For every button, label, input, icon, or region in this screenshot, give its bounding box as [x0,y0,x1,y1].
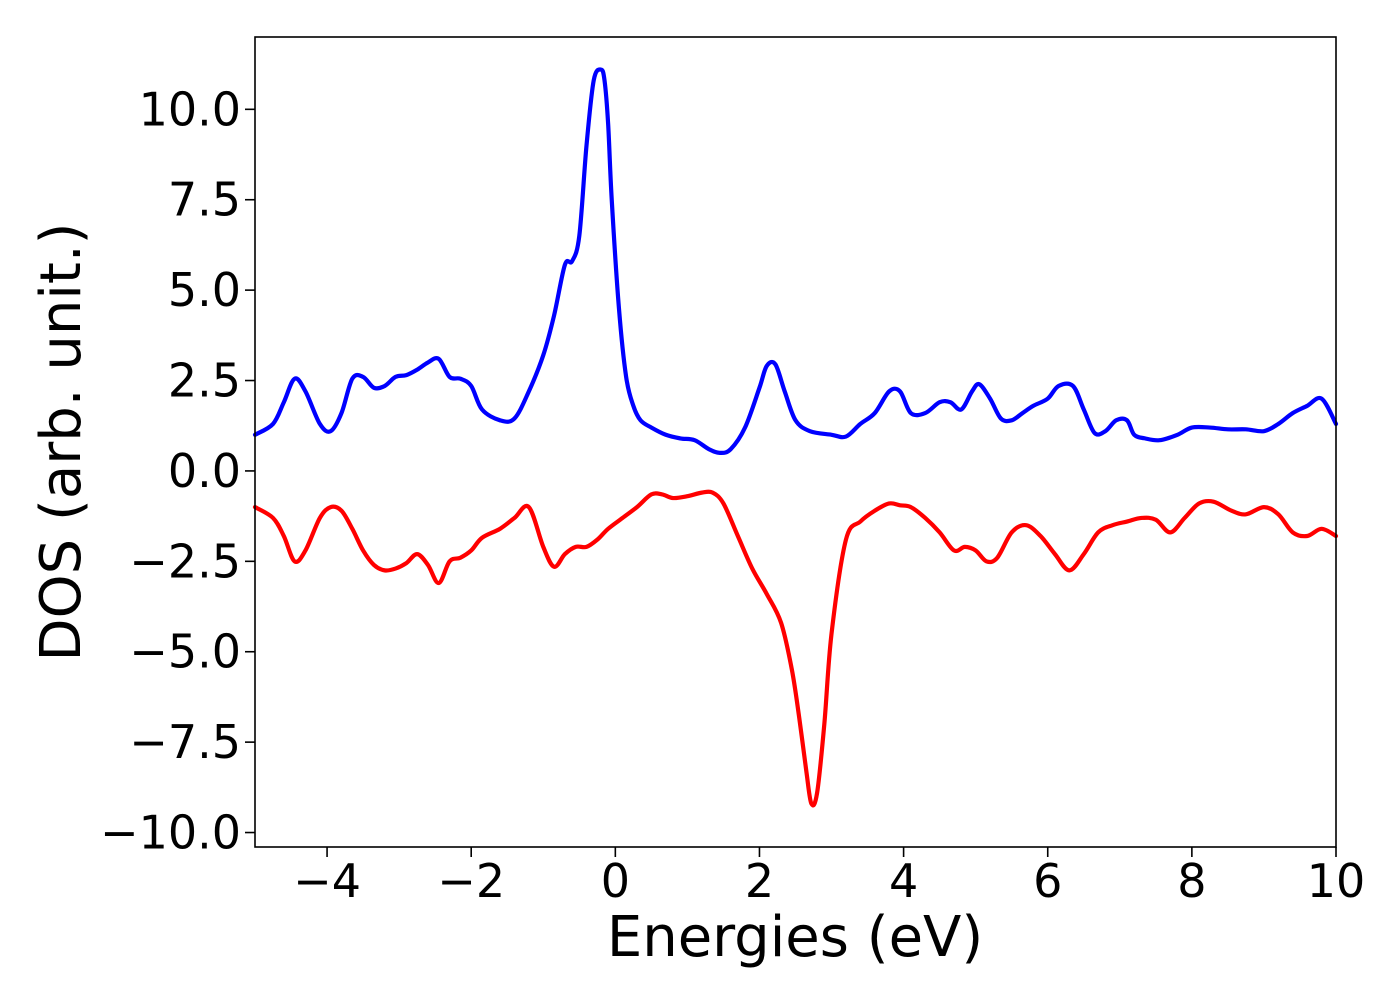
x-tick-label: 0 [601,854,630,908]
x-tick-label: 2 [745,854,774,908]
x-tick-label: 6 [1033,854,1062,908]
y-tick-label: −10.0 [100,806,241,860]
y-tick-label: −5.0 [129,625,241,679]
y-tick-label: 7.5 [168,173,241,227]
series-line-2 [252,489,1339,808]
y-axis: 10.0 7.5 5.0 2.5 0.0 −2.5 −5.0 −7.5 −10.0 [100,82,255,860]
plot-frame [254,36,1337,848]
x-axis: −4 −2 0 2 4 6 8 10 [293,847,1365,908]
series-line-1 [252,67,1339,455]
y-tick-label: −7.5 [129,715,241,769]
y-tick-label: 10.0 [139,82,241,136]
series-group [252,67,1339,808]
x-tick-label: −2 [437,854,505,908]
y-tick-label: 0.0 [168,444,241,498]
x-tick-label: 8 [1177,854,1206,908]
y-tick-label: −2.5 [129,534,241,588]
y-axis-label: DOS (arb. unit.) [29,222,94,661]
x-tick-label: −4 [293,854,361,908]
y-tick-label: 2.5 [168,354,241,408]
y-tick-label: 5.0 [168,263,241,317]
x-tick-label: 4 [889,854,918,908]
x-tick-label: 10 [1307,854,1366,908]
x-axis-label: Energies (eV) [607,905,983,970]
